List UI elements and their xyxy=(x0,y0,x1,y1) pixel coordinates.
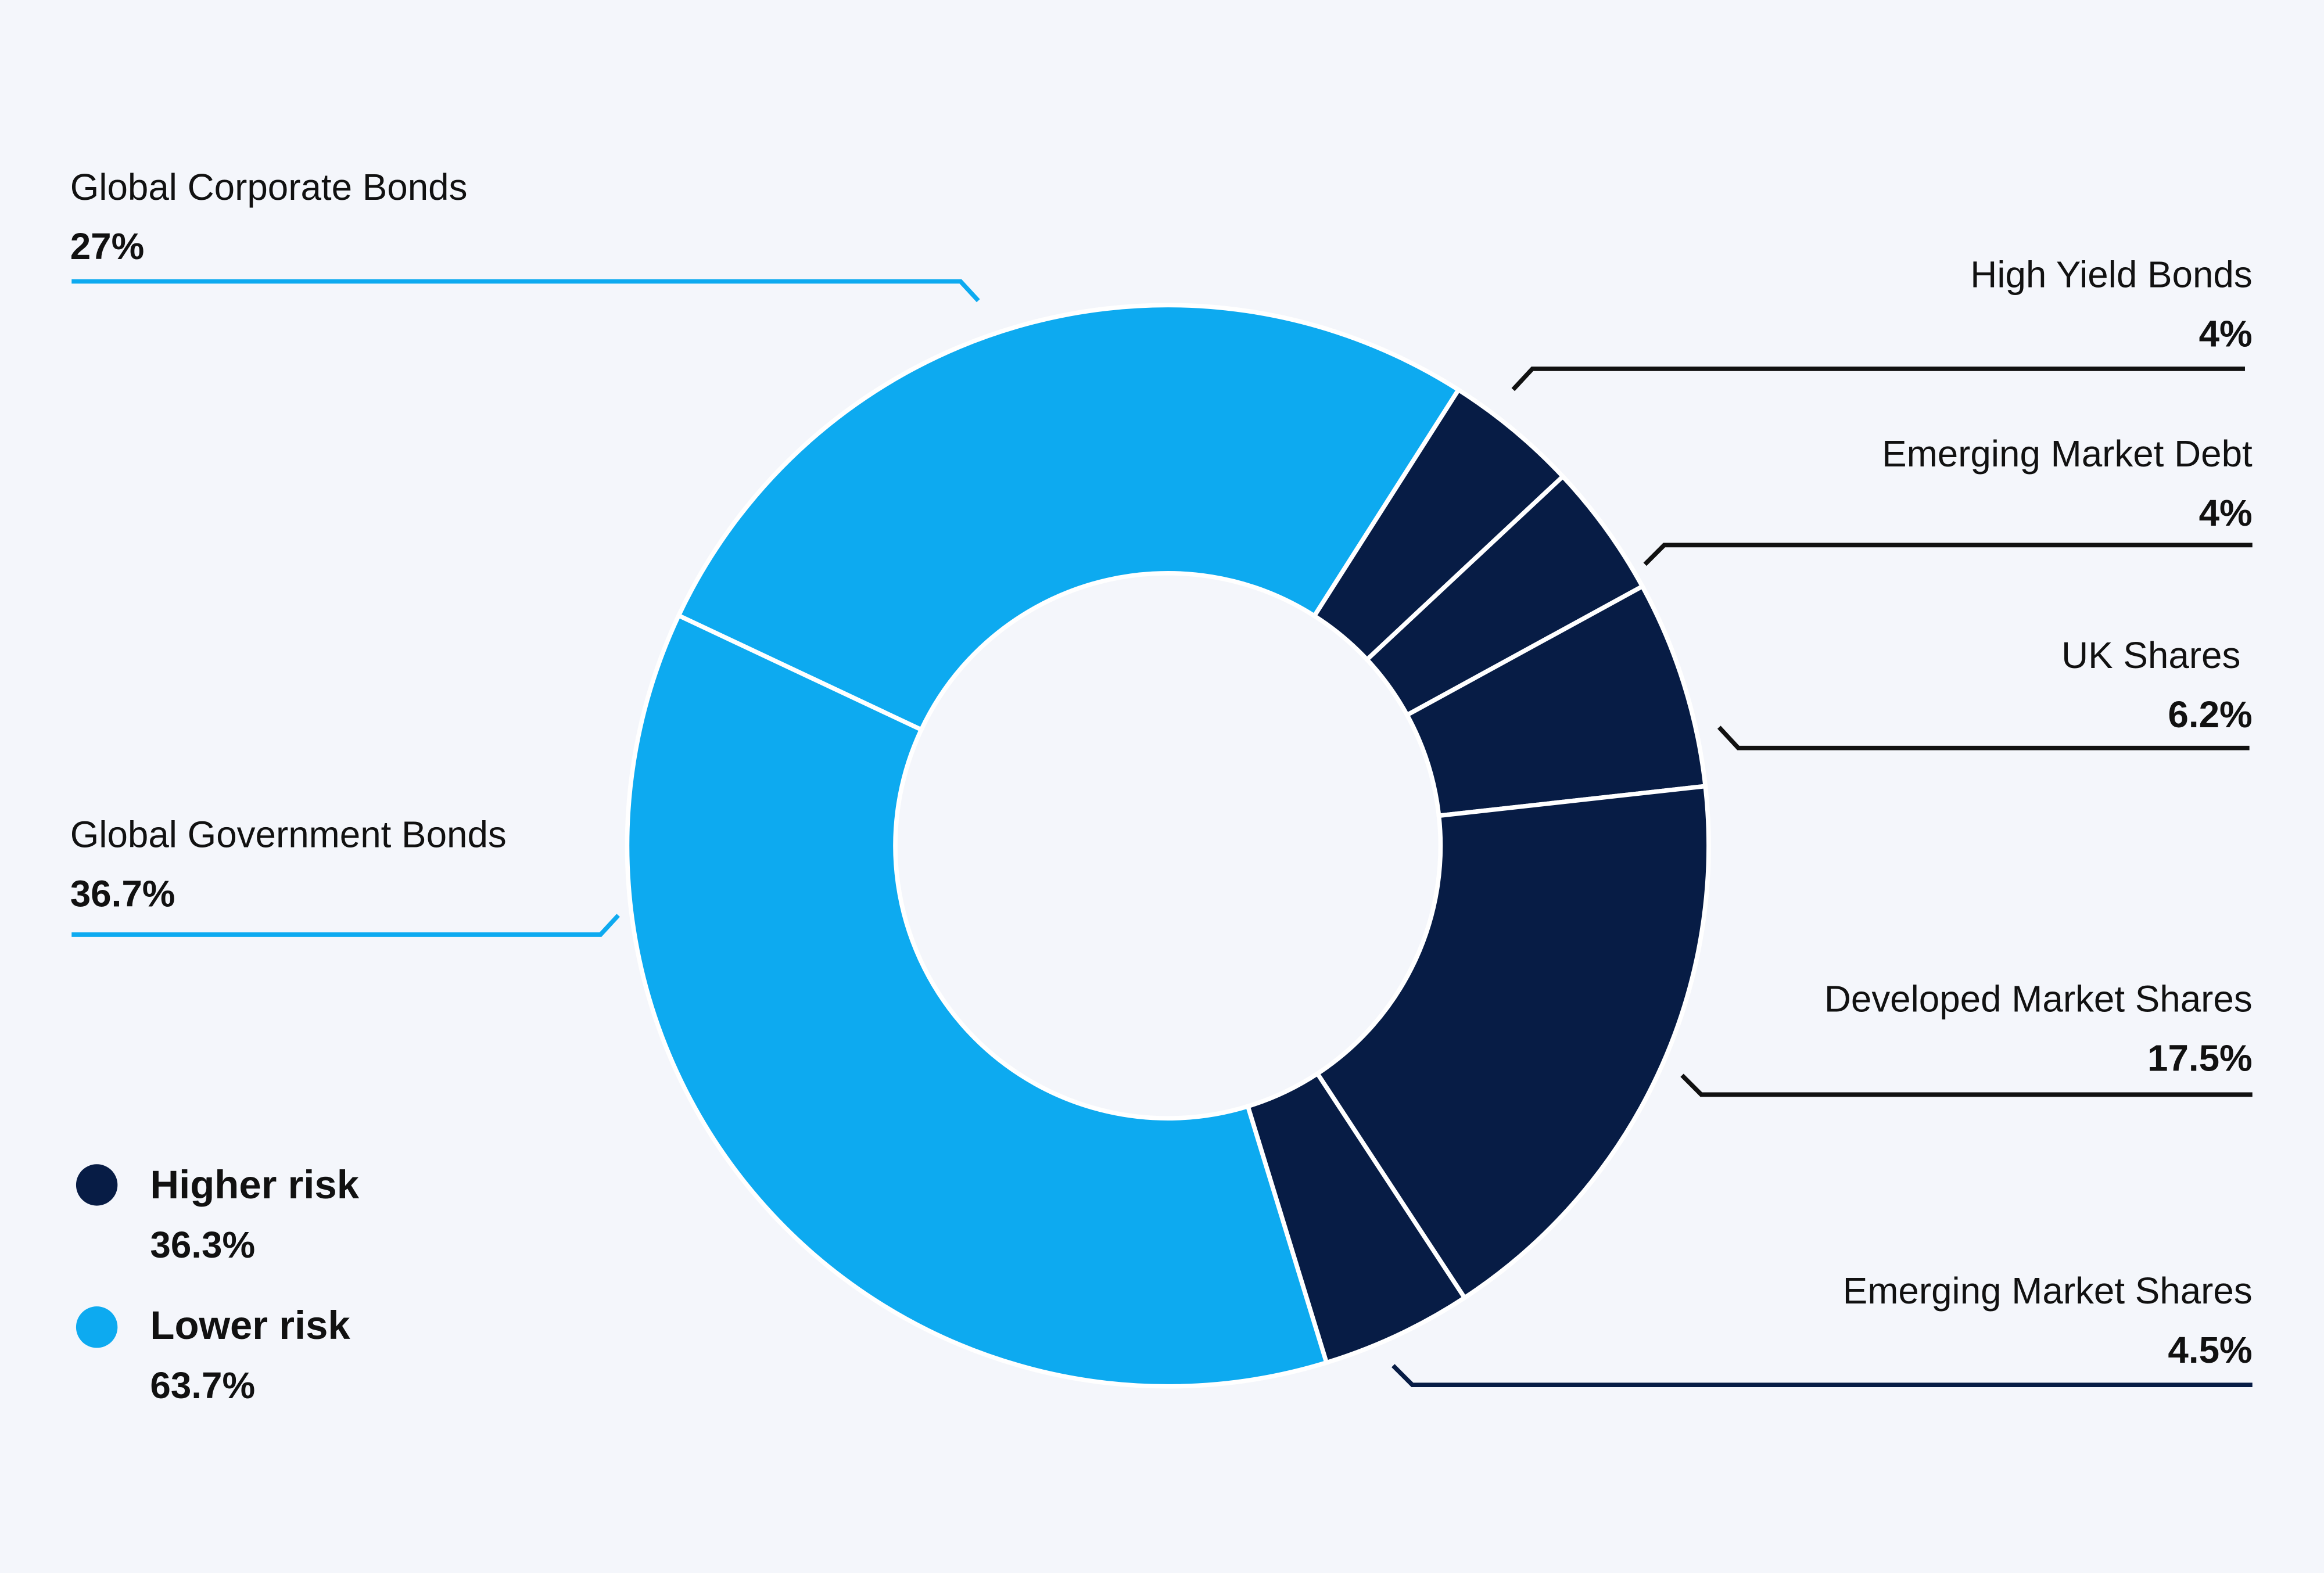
value-global-corporate-bonds: 27% xyxy=(70,225,145,267)
leader-line-developed-market-shares xyxy=(1680,1073,2253,1097)
legend: Higher risk 36.3% Lower risk 63.7% xyxy=(76,1162,360,1406)
label-emerging-market-shares: Emerging Market Shares xyxy=(1843,1270,2253,1312)
legend-value-lower-risk: 63.7% xyxy=(150,1364,255,1406)
label-global-corporate-bonds: Global Corporate Bonds xyxy=(70,166,468,208)
value-high-yield-bonds: 4% xyxy=(2199,313,2253,355)
value-developed-market-shares: 17.5% xyxy=(2147,1037,2253,1079)
slice-developed-market-shares xyxy=(1314,784,1711,1301)
leader-line-emerging-market-debt xyxy=(1643,543,2253,566)
value-emerging-market-shares: 4.5% xyxy=(2168,1329,2252,1371)
leader-lines xyxy=(71,279,2253,1387)
donut-slices xyxy=(625,303,1711,1389)
leader-line-emerging-market-shares xyxy=(1391,1364,2253,1387)
label-high-yield-bonds: High Yield Bonds xyxy=(1970,254,2252,296)
leader-line-high-yield-bonds xyxy=(1511,367,2245,392)
leader-line-global-corporate-bonds xyxy=(71,279,980,303)
slice-global-corporate-bonds xyxy=(675,303,1462,733)
value-global-government-bonds: 36.7% xyxy=(70,873,175,915)
label-global-government-bonds: Global Government Bonds xyxy=(70,814,507,856)
legend-value-higher-risk: 36.3% xyxy=(150,1224,255,1266)
label-developed-market-shares: Developed Market Shares xyxy=(1824,978,2253,1020)
label-uk-shares: UK Shares xyxy=(2061,634,2240,676)
label-emerging-market-debt: Emerging Market Debt xyxy=(1882,433,2253,475)
value-uk-shares: 6.2% xyxy=(2168,694,2252,735)
legend-dot-lower-risk xyxy=(76,1306,118,1348)
legend-label-higher-risk: Higher risk xyxy=(150,1162,359,1207)
legend-label-lower-risk: Lower risk xyxy=(150,1303,350,1348)
leader-line-global-government-bonds xyxy=(71,914,620,937)
leader-line-uk-shares xyxy=(1717,726,2250,750)
slice-global-government-bonds xyxy=(625,612,1329,1389)
legend-dot-higher-risk xyxy=(76,1164,118,1206)
value-emerging-market-debt: 4% xyxy=(2199,492,2253,534)
